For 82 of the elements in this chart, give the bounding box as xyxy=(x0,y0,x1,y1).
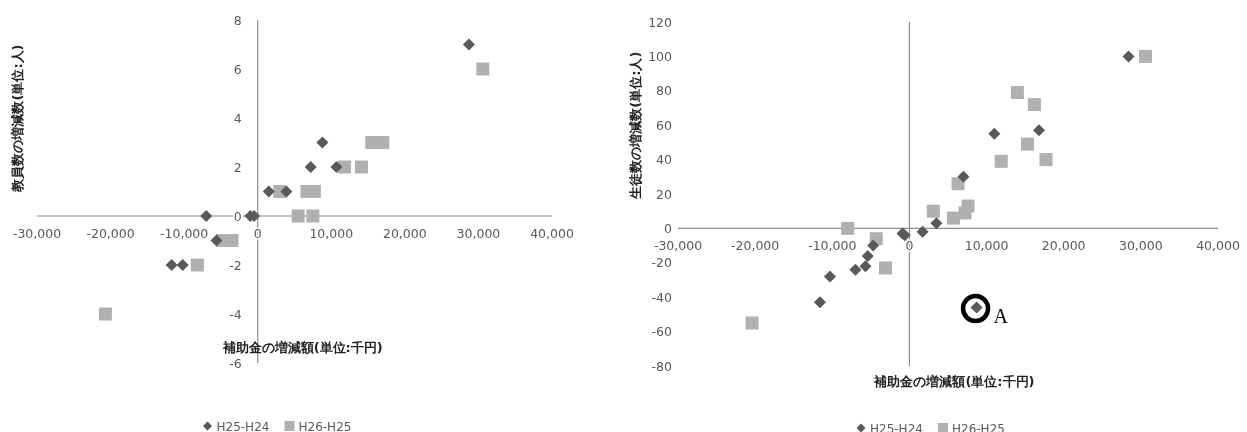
x-tick-label: 20,000 xyxy=(1041,238,1086,254)
y-tick-label: -2 xyxy=(229,257,242,273)
y-tick-label: 80 xyxy=(656,83,673,99)
point xyxy=(165,259,178,271)
point xyxy=(823,270,836,283)
y-tick-label: -4 xyxy=(229,306,242,322)
y-tick-label: -80 xyxy=(651,358,673,374)
point xyxy=(861,249,874,262)
point xyxy=(190,258,204,272)
x-tick-label: 20,000 xyxy=(382,226,427,241)
point xyxy=(926,204,940,218)
point xyxy=(961,199,975,213)
x-tick-label: -10,000 xyxy=(160,226,209,241)
y-tick-label: 20 xyxy=(656,186,673,202)
point xyxy=(988,127,1001,140)
point xyxy=(98,307,112,321)
point xyxy=(1039,153,1053,167)
point xyxy=(280,185,293,198)
point xyxy=(1020,137,1034,151)
x-tick-label: 30,000 xyxy=(1118,238,1163,254)
annotation: A xyxy=(993,304,1009,327)
point xyxy=(316,136,329,149)
x-tick-label: -30,000 xyxy=(12,226,62,241)
y-tick-label: 2 xyxy=(233,159,242,175)
point xyxy=(462,38,475,51)
y-tick-label: -20 xyxy=(651,255,673,271)
x-tick-label: 40,000 xyxy=(1196,238,1240,254)
point xyxy=(813,296,826,309)
x-tick-label: -30,000 xyxy=(653,238,703,254)
y-axis-title: 教員数の増減数(単位:人) xyxy=(10,44,25,193)
y-tick-label: -40 xyxy=(651,289,673,305)
point xyxy=(1033,124,1046,137)
point xyxy=(849,263,862,276)
point xyxy=(354,160,368,174)
point xyxy=(262,185,275,198)
x-tick-label: 30,000 xyxy=(456,226,501,241)
x-tick-label: 10,000 xyxy=(309,226,354,241)
point xyxy=(841,221,855,235)
x-axis-title: 補助金の増減額(単位:千円) xyxy=(221,340,383,355)
x-tick-label: 40,000 xyxy=(530,226,574,241)
x-axis-title: 補助金の増減額(単位:千円) xyxy=(873,374,1035,389)
point xyxy=(1138,49,1152,63)
y-tick-label: 100 xyxy=(648,48,673,64)
point xyxy=(304,161,317,173)
point xyxy=(879,261,893,275)
y-tick-label: 8 xyxy=(233,12,242,28)
point xyxy=(930,217,943,230)
point xyxy=(946,211,960,225)
legend-label: H26-H25 xyxy=(952,421,1005,432)
y-tick-label: -60 xyxy=(651,324,673,340)
x-tick-label: -10,000 xyxy=(808,238,857,254)
legend-label: H25-H24 xyxy=(216,419,270,432)
point xyxy=(745,316,759,330)
x-tick-label: -20,000 xyxy=(86,226,135,241)
point xyxy=(476,62,490,76)
point xyxy=(859,260,872,273)
legend-label: H25-H24 xyxy=(870,421,923,432)
point xyxy=(994,154,1008,168)
point xyxy=(1027,98,1041,112)
point xyxy=(916,225,929,238)
y-tick-label: 6 xyxy=(233,61,242,77)
y-tick-label: 4 xyxy=(233,110,242,126)
point xyxy=(1122,50,1135,63)
x-tick-label: 10,000 xyxy=(964,238,1009,254)
point xyxy=(1010,86,1024,100)
legend-label: H26-H25 xyxy=(298,419,352,432)
point xyxy=(330,161,343,173)
y-axis-title: 生徒数の増減数(単位:人) xyxy=(628,51,643,200)
y-tick-label: 60 xyxy=(656,117,673,133)
y-tick-label: 40 xyxy=(656,152,673,168)
point xyxy=(176,259,189,271)
y-tick-label: -6 xyxy=(229,355,242,371)
y-tick-label: 0 xyxy=(233,208,242,224)
point xyxy=(957,170,970,183)
point xyxy=(291,209,305,223)
x-tick-label: -20,000 xyxy=(731,238,780,254)
point xyxy=(867,239,880,252)
point xyxy=(376,136,390,149)
point xyxy=(200,210,213,222)
y-tick-label: 120 xyxy=(648,14,673,30)
point xyxy=(306,209,320,223)
point xyxy=(210,234,223,247)
